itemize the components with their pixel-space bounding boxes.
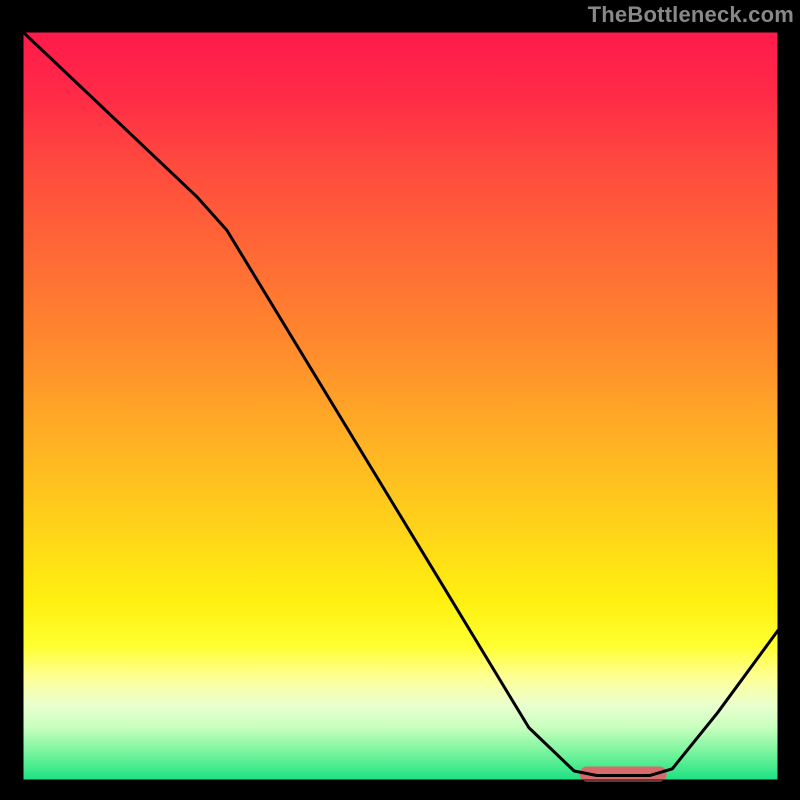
plot-gradient-background	[23, 32, 778, 780]
chart-canvas: TheBottleneck.com	[0, 0, 800, 800]
attribution-text: TheBottleneck.com	[588, 0, 800, 28]
bottleneck-chart	[0, 0, 800, 800]
